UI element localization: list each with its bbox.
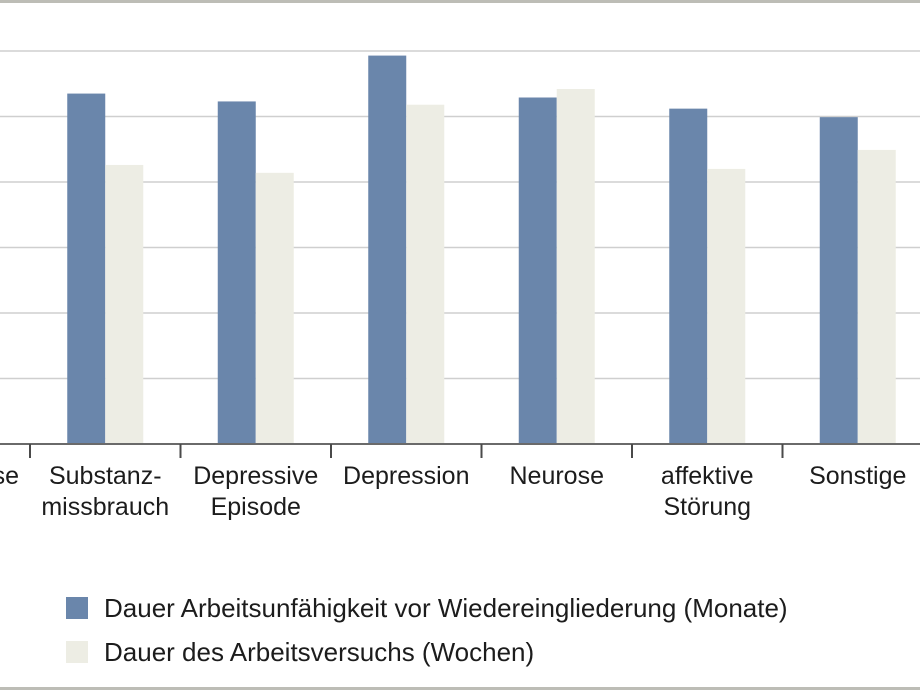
bar-series-1 xyxy=(518,97,557,444)
legend-swatch-series-1 xyxy=(66,597,88,619)
bar-series-1 xyxy=(819,117,858,444)
x-tick-labels: seSubstanz-missbrauchDepressiveEpisodeDe… xyxy=(0,462,906,521)
bar-series-1 xyxy=(67,93,106,444)
x-tick-label: Depressive Episode xyxy=(193,462,318,521)
x-tick-label: Substanz-missbrauch xyxy=(41,462,169,521)
legend-label-series-1: Dauer Arbeitsunfähigkeit vor Wiedereingl… xyxy=(104,592,788,623)
bar-series-1 xyxy=(368,55,407,445)
bar-series-2 xyxy=(406,104,445,445)
x-axis xyxy=(0,443,920,458)
x-tick-label-line: Episode xyxy=(211,493,301,521)
x-tick-label-line: Substanz- xyxy=(49,462,162,490)
x-tick-label: affektive Störung xyxy=(661,462,754,521)
x-tick-label: se xyxy=(0,462,19,490)
bar-series-2 xyxy=(857,149,896,444)
bar-series-2 xyxy=(556,88,595,445)
legend: Dauer Arbeitsunfähigkeit vor Wiedereingl… xyxy=(66,586,788,674)
x-tick-label-line: se xyxy=(0,462,19,490)
x-tick-label-line: Sonstige xyxy=(809,462,906,490)
x-tick-label-line: affektive xyxy=(661,462,754,490)
legend-label-series-2: Dauer des Arbeitsversuchs (Wochen) xyxy=(104,636,535,667)
bar-series-1 xyxy=(669,108,708,444)
legend-item-series-2: Dauer des Arbeitsversuchs (Wochen) xyxy=(66,630,788,674)
x-tick-label-line: Neurose xyxy=(510,462,605,490)
bar-chart: seSubstanz-missbrauchDepressiveEpisodeDe… xyxy=(0,50,920,521)
x-tick-label: Sonstige xyxy=(809,462,906,490)
x-tick-label-line: missbrauch xyxy=(41,493,169,521)
bar-series-2 xyxy=(707,168,746,444)
legend-item-series-1: Dauer Arbeitsunfähigkeit vor Wiedereingl… xyxy=(66,586,788,630)
x-tick-label-line: Depression xyxy=(343,462,469,490)
x-tick-label-line: Störung xyxy=(663,493,751,521)
bar-series-2 xyxy=(255,172,294,444)
x-tick-label: Depression xyxy=(343,462,469,490)
bar-series-2 xyxy=(105,164,144,444)
gridlines xyxy=(0,50,920,380)
x-tick-label: Neurose xyxy=(510,462,605,490)
x-tick-label-line: Depressive xyxy=(193,462,318,490)
bar-series-1 xyxy=(217,101,256,444)
legend-swatch-series-2 xyxy=(66,641,88,663)
bars xyxy=(67,55,896,445)
